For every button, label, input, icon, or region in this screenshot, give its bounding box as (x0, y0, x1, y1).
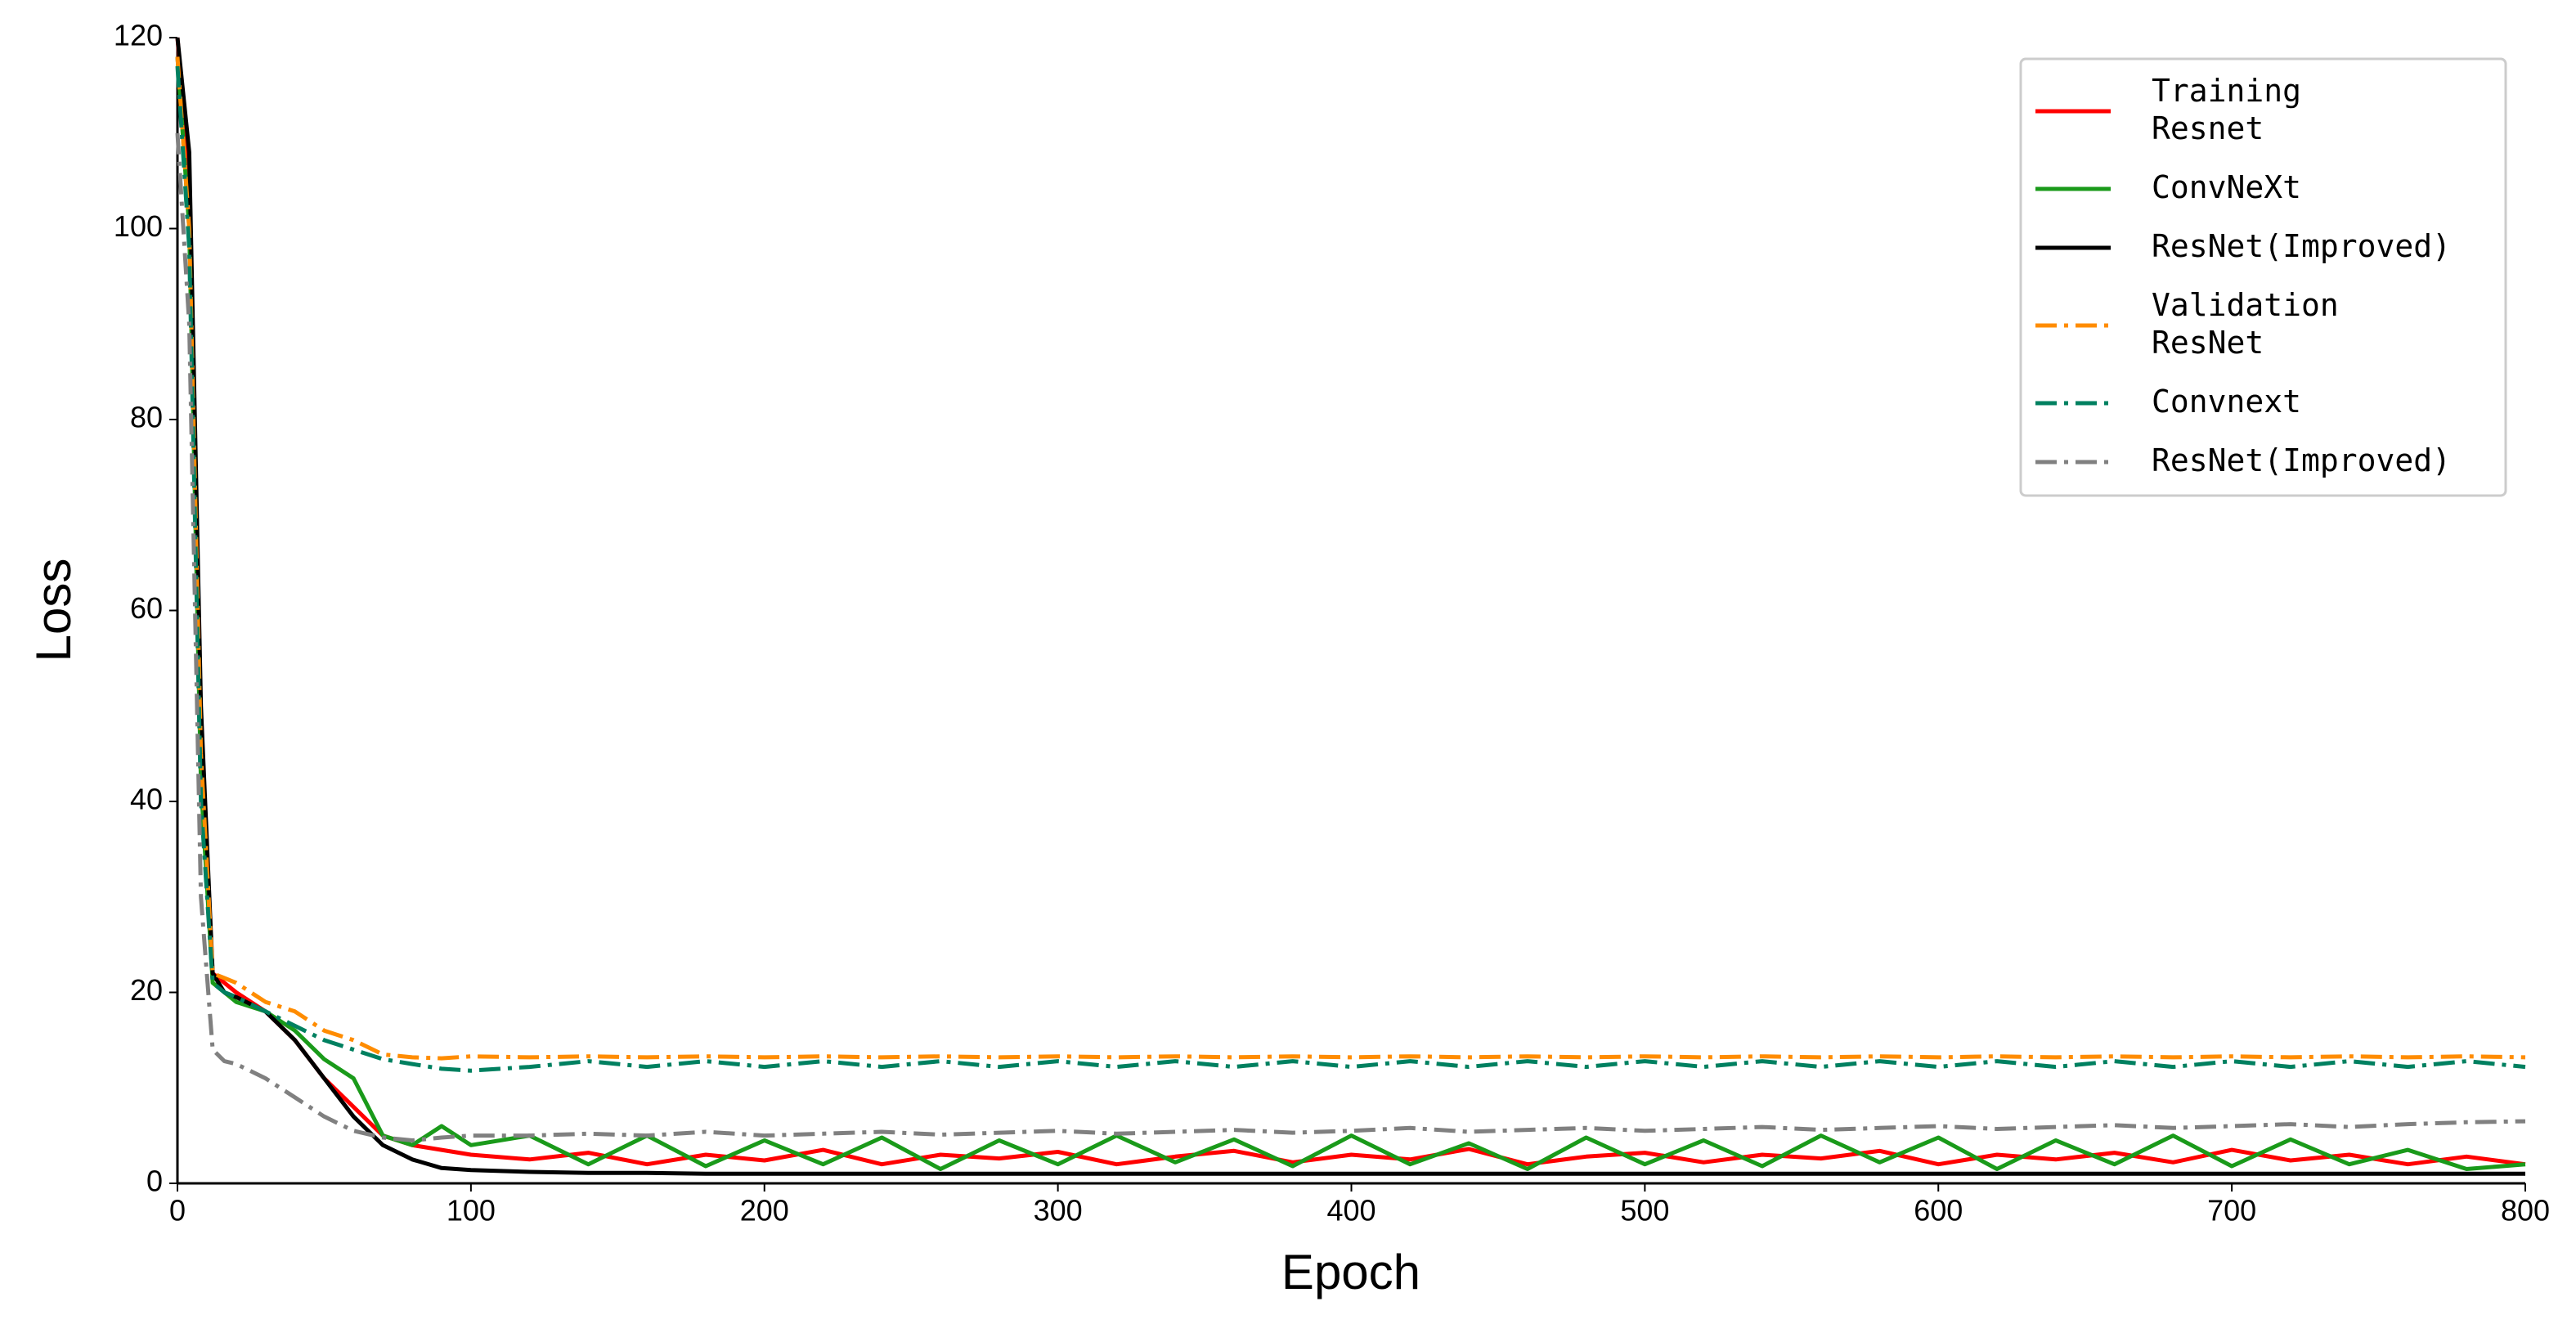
x-tick-label: 400 (1326, 1194, 1376, 1228)
legend-box (2019, 57, 2507, 497)
line-series (175, 65, 2526, 1073)
y-axis-label: Loss (26, 559, 81, 662)
y-tick-label: 40 (130, 783, 163, 816)
line-series (175, 132, 2526, 1142)
y-tick-label: 100 (114, 209, 163, 243)
x-tick-label: 0 (169, 1194, 186, 1228)
legend-label: Training Resnet (2152, 73, 2301, 146)
x-tick-label: 800 (2501, 1194, 2550, 1228)
x-axis-label: Epoch (1281, 1245, 1420, 1299)
legend-label: ResNet(Improved) (2152, 228, 2451, 264)
y-tick-label: 80 (130, 401, 163, 434)
line-series (175, 37, 2525, 1176)
legend-label: Validation ResNet (2152, 287, 2339, 361)
x-tick-label: 700 (2207, 1194, 2256, 1228)
y-tick-label: 120 (114, 19, 163, 52)
x-tick-label: 200 (740, 1194, 789, 1228)
legend: Training Resnet ConvNeXt ResNet(Improved) Va… (2019, 57, 2507, 497)
legend-label: Convnext (2152, 384, 2301, 420)
x-tick-label: 500 (1620, 1194, 1669, 1228)
x-tick-label: 600 (1914, 1194, 1963, 1228)
y-tick-label: 60 (130, 591, 163, 625)
line-series (175, 56, 2526, 1061)
x-tick-label: 300 (1034, 1194, 1083, 1228)
y-tick-label: 0 (146, 1165, 163, 1198)
x-tick-label: 100 (447, 1194, 496, 1228)
y-tick-label: 20 (130, 973, 163, 1007)
legend-label: ResNet(Improved) (2152, 442, 2451, 478)
legend-label: ConvNeXt (2152, 169, 2301, 205)
